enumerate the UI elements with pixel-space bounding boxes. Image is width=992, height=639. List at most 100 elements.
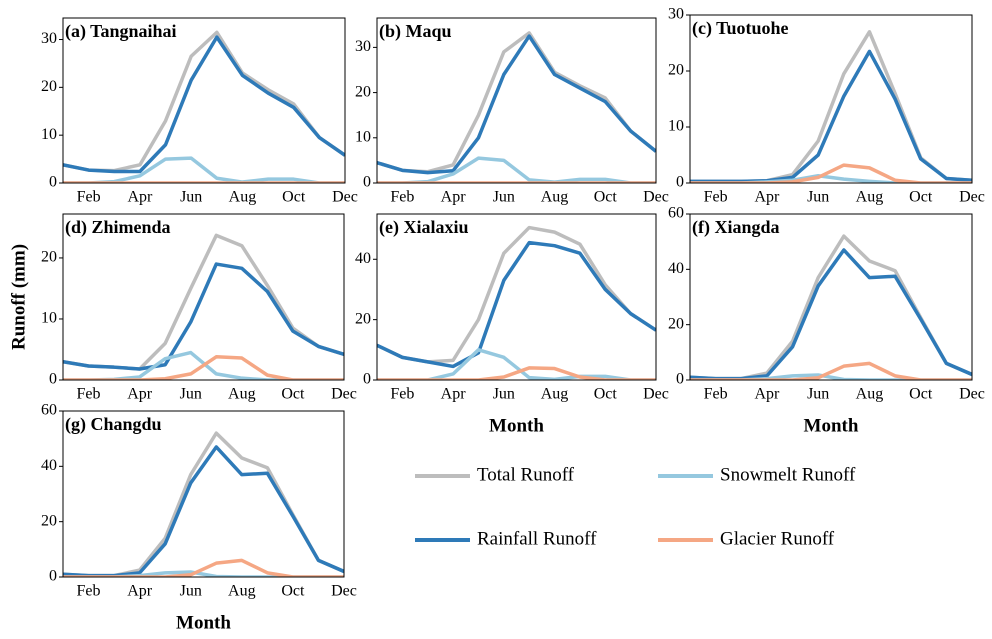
y-tick-label: 10 xyxy=(355,128,371,145)
runoff-line xyxy=(377,348,656,380)
x-tick-label: Apr xyxy=(441,189,467,206)
x-tick-label: Oct xyxy=(281,386,305,403)
y-tick-label: 10 xyxy=(41,126,57,143)
runoff-line xyxy=(690,248,972,380)
x-tick-label: Aug xyxy=(856,189,884,206)
x-tick-label: Feb xyxy=(390,189,414,206)
y-tick-label: 20 xyxy=(41,78,57,95)
y-tick-label: 0 xyxy=(363,174,371,191)
runoff-line xyxy=(377,240,656,369)
legend-label: Total Runoff xyxy=(477,464,575,485)
y-tick-label: 20 xyxy=(41,512,57,529)
y-tick-label: 60 xyxy=(668,205,684,222)
panel-title: (e) Xialaxiu xyxy=(379,217,469,238)
runoff-line xyxy=(690,173,972,183)
y-tick-label: 40 xyxy=(355,250,371,267)
y-tick-label: 30 xyxy=(668,6,684,23)
x-tick-label: Feb xyxy=(704,189,728,206)
runoff-line xyxy=(690,49,972,183)
y-tick-label: 10 xyxy=(41,310,57,327)
axes-frame xyxy=(689,14,973,184)
x-tick-label: Jun xyxy=(180,386,202,403)
runoff-line xyxy=(63,558,344,577)
runoff-line xyxy=(377,366,656,380)
x-tick-label: Dec xyxy=(331,583,357,600)
x-tick-label: Dec xyxy=(959,189,985,206)
x-tick-label: Jun xyxy=(493,386,515,403)
x-tick-label: Apr xyxy=(441,386,467,403)
x-tick-label: Jun xyxy=(807,386,829,403)
x-tick-label: Aug xyxy=(228,583,256,600)
axes-frame xyxy=(376,17,657,184)
runoff-line xyxy=(690,163,972,183)
runoff-line xyxy=(63,35,345,174)
runoff-line xyxy=(690,30,972,183)
x-tick-label: Dec xyxy=(643,189,669,206)
runoff-line xyxy=(377,225,656,364)
x-tick-label: Jun xyxy=(493,189,515,206)
x-tick-label: Aug xyxy=(228,386,256,403)
y-tick-label: 40 xyxy=(668,260,684,277)
runoff-line xyxy=(690,373,972,380)
x-tick-label: Feb xyxy=(77,189,101,206)
y-tick-label: 10 xyxy=(668,118,684,135)
x-tick-label: Apr xyxy=(127,189,153,206)
runoff-line xyxy=(63,431,344,577)
x-tick-label: Jun xyxy=(807,189,829,206)
x-tick-label: Feb xyxy=(77,386,101,403)
y-tick-label: 20 xyxy=(41,249,57,266)
axes-frame xyxy=(62,410,345,578)
panel-title: (a) Tangnaihai xyxy=(65,21,177,42)
runoff-line xyxy=(63,355,344,380)
y-tick-label: 20 xyxy=(355,310,371,327)
y-tick-label: 30 xyxy=(355,38,371,55)
y-tick-label: 0 xyxy=(676,371,684,388)
y-axis-label: Runoff (mm) xyxy=(8,244,29,350)
x-tick-label: Aug xyxy=(229,189,257,206)
axes-frame xyxy=(689,213,973,381)
x-tick-label: Dec xyxy=(331,386,357,403)
x-tick-label: Apr xyxy=(127,386,153,403)
x-axis-label: Month xyxy=(489,415,544,436)
x-tick-label: Dec xyxy=(959,386,985,403)
panel-title: (b) Maqu xyxy=(379,21,452,42)
y-tick-label: 30 xyxy=(41,30,57,47)
panel-title: (g) Changdu xyxy=(65,414,162,435)
x-tick-label: Jun xyxy=(180,189,202,206)
legend-label: Snowmelt Runoff xyxy=(720,464,856,485)
x-tick-label: Oct xyxy=(909,189,933,206)
y-tick-label: 40 xyxy=(41,457,57,474)
x-tick-label: Apr xyxy=(754,386,780,403)
axes-frame xyxy=(62,213,345,381)
x-tick-label: Jun xyxy=(180,583,202,600)
x-tick-label: Feb xyxy=(390,386,414,403)
panel-title: (d) Zhimenda xyxy=(65,217,171,238)
x-axis-label: Month xyxy=(804,415,859,436)
runoff-line xyxy=(63,570,344,577)
x-tick-label: Aug xyxy=(541,386,569,403)
legend-label: Glacier Runoff xyxy=(720,528,835,549)
y-tick-label: 20 xyxy=(355,83,371,100)
x-tick-label: Aug xyxy=(541,189,569,206)
x-tick-label: Feb xyxy=(704,386,728,403)
y-tick-label: 0 xyxy=(363,371,371,388)
runoff-line xyxy=(63,445,344,577)
y-tick-label: 60 xyxy=(41,402,57,419)
runoff-line xyxy=(63,233,344,371)
axes-frame xyxy=(376,213,657,381)
x-tick-label: Oct xyxy=(594,189,618,206)
runoff-line xyxy=(690,234,972,380)
x-axis-label: Month xyxy=(176,612,231,633)
y-tick-label: 0 xyxy=(49,371,57,388)
y-tick-label: 0 xyxy=(49,174,57,191)
x-tick-label: Aug xyxy=(856,386,884,403)
x-tick-label: Dec xyxy=(332,189,358,206)
legend-label: Rainfall Runoff xyxy=(477,528,597,549)
x-tick-label: Apr xyxy=(127,583,153,600)
y-tick-label: 20 xyxy=(668,315,684,332)
x-tick-label: Apr xyxy=(754,189,780,206)
runoff-line xyxy=(63,262,344,371)
y-tick-label: 20 xyxy=(668,62,684,79)
y-tick-label: 0 xyxy=(49,568,57,585)
